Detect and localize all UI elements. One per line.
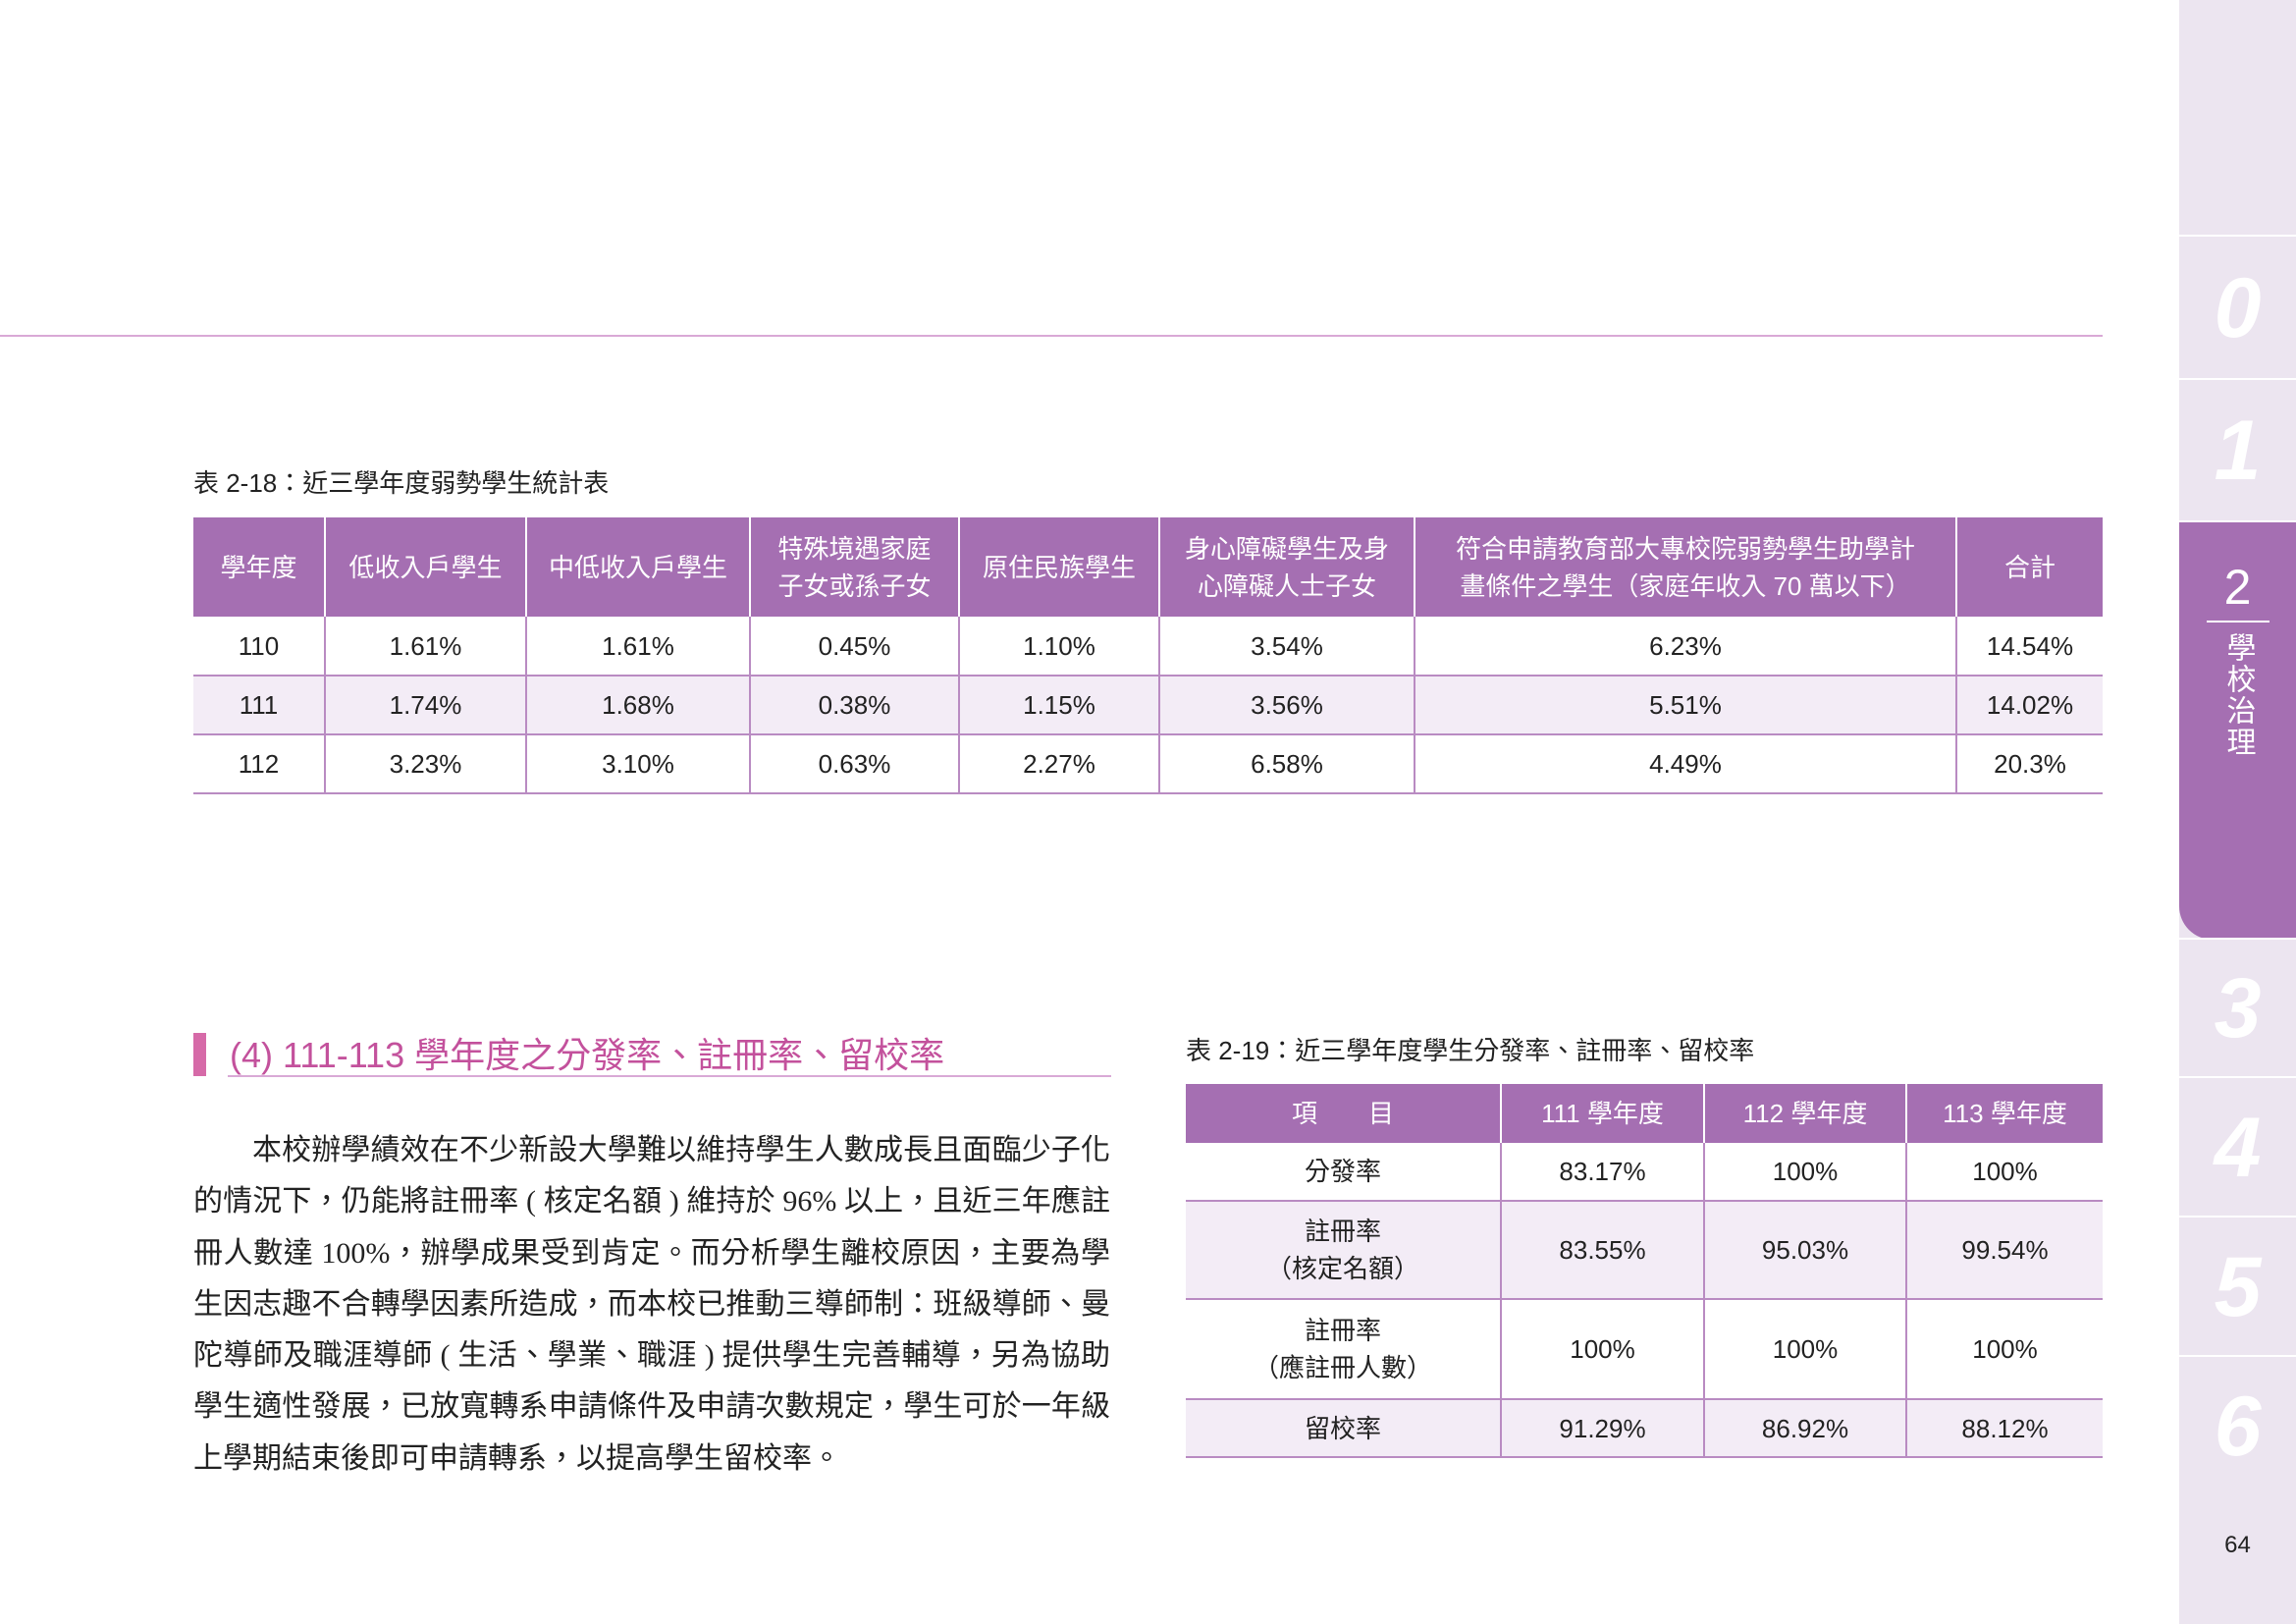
cell: 1.61% — [525, 617, 750, 677]
cell: 99.54% — [1905, 1201, 2103, 1300]
header-cell: 學年度 — [193, 517, 325, 617]
table: 項 目 111 學年度 112 學年度 113 學年度 分發率 83.17% 100% 100… — [1186, 1084, 2103, 1458]
header-cell: 112 學年度 — [1703, 1084, 1906, 1143]
header-cell: 項 目 — [1186, 1084, 1501, 1143]
row: 註冊率 （應註冊人數） 100% 100% 100% — [1186, 1299, 2103, 1400]
header-cell: 合計 — [1955, 517, 2103, 617]
header-cell: 111 學年度 — [1500, 1084, 1704, 1143]
cell: 83.17% — [1500, 1143, 1704, 1202]
section-tab: 4 — [2179, 1076, 2296, 1218]
cell: 0.63% — [749, 734, 959, 794]
header-row: 項 目 111 學年度 112 學年度 113 學年度 — [1186, 1084, 2103, 1143]
header-row: 學年度 低收入戶學生 中低收入戶學生 特殊境遇家庭 子女或孫子女 原住民族學生 身心障礙學… — [193, 517, 2103, 617]
section-tab: 5 — [2179, 1216, 2296, 1357]
cell: 6.58% — [1158, 734, 1415, 794]
row: 註冊率 （核定名額） 83.55% 95.03% 99.54% — [1186, 1201, 2103, 1300]
cell: 註冊率 （核定名額） — [1186, 1201, 1501, 1300]
cell: 1.10% — [958, 617, 1159, 677]
header-cell: 符合申請教育部大專校院弱勢學生助學計 畫條件之學生（家庭年收入 70 萬以下） — [1414, 517, 1956, 617]
cell: 112 — [193, 734, 325, 794]
header-cell: 原住民族學生 — [958, 517, 1159, 617]
cell: 1.15% — [958, 676, 1159, 735]
cell: 100% — [1905, 1299, 2103, 1400]
cell: 100% — [1703, 1299, 1906, 1400]
cell: 3.10% — [525, 734, 750, 794]
cell: 86.92% — [1703, 1399, 1906, 1458]
tab-number: 2 — [2223, 560, 2252, 615]
cell: 0.38% — [749, 676, 959, 735]
row: 留校率 91.29% 86.92% 88.12% — [1186, 1399, 2103, 1458]
tab-number: 6 — [2214, 1379, 2262, 1474]
cell: 5.51% — [1414, 676, 1956, 735]
cell: 14.02% — [1955, 676, 2103, 735]
tab-title: 學校治理 — [2221, 632, 2255, 758]
top-rule — [0, 335, 2103, 337]
tab-number: 3 — [2214, 961, 2262, 1056]
section-tab: 6 — [2179, 1355, 2296, 1496]
cell: 100% — [1500, 1299, 1704, 1400]
row: 110 1.61% 1.61% 0.45% 1.10% 3.54% 6.23% 14.54% — [193, 617, 2103, 677]
header-cell: 特殊境遇家庭 子女或孫子女 — [749, 517, 959, 617]
section-tab: 3 — [2179, 938, 2296, 1078]
row: 分發率 83.17% 100% 100% — [1186, 1143, 2103, 1202]
tab-number: 1 — [2214, 404, 2262, 498]
cell: 95.03% — [1703, 1201, 1906, 1300]
tab-rule — [2206, 621, 2269, 623]
cell: 6.23% — [1414, 617, 1956, 677]
page-number: 64 — [2224, 1532, 2251, 1558]
cell: 1.74% — [324, 676, 526, 735]
header-cell: 中低收入戶學生 — [525, 517, 750, 617]
header-cell: 身心障礙學生及身 心障礙人士子女 — [1158, 517, 1415, 617]
cell: 3.56% — [1158, 676, 1415, 735]
cell: 3.54% — [1158, 617, 1415, 677]
cell: 100% — [1905, 1143, 2103, 1202]
section-tab: 1 — [2179, 378, 2296, 522]
cell: 91.29% — [1500, 1399, 1704, 1458]
section-heading: (4) 111-113 學年度之分發率、註冊率、留校率 — [230, 1035, 945, 1075]
cell: 88.12% — [1905, 1399, 2103, 1458]
tab-number: 4 — [2214, 1100, 2262, 1195]
tab-number: 0 — [2214, 260, 2262, 355]
cell: 100% — [1703, 1143, 1906, 1202]
sidebar: 0 1 2 學校治理 3 4 5 6 — [2179, 0, 2296, 1624]
row: 112 3.23% 3.10% 0.63% 2.27% 6.58% 4.49% 20.3% — [193, 734, 2103, 794]
table: 學年度 低收入戶學生 中低收入戶學生 特殊境遇家庭 子女或孫子女 原住民族學生 身心障礙學… — [193, 517, 2103, 794]
cell: 1.68% — [525, 676, 750, 735]
cell: 20.3% — [1955, 734, 2103, 794]
heading-bar — [193, 1033, 206, 1076]
cell: 留校率 — [1186, 1399, 1501, 1458]
cell: 分發率 — [1186, 1143, 1501, 1202]
header-cell: 113 學年度 — [1905, 1084, 2103, 1143]
cell: 3.23% — [324, 734, 526, 794]
cell: 註冊率 （應註冊人數） — [1186, 1299, 1501, 1400]
cell: 0.45% — [749, 617, 959, 677]
table-caption: 表 2-19：近三學年度學生分發率、註冊率、留校率 — [1186, 1036, 1755, 1065]
row: 111 1.74% 1.68% 0.38% 1.15% 3.56% 5.51% 14.02% — [193, 676, 2103, 735]
tab-number: 5 — [2214, 1239, 2262, 1334]
table-caption: 表 2-18：近三學年度弱勢學生統計表 — [193, 468, 610, 498]
heading-underline — [228, 1075, 1111, 1077]
section-tab: 2 學校治理 — [2179, 520, 2296, 940]
cell: 111 — [193, 676, 325, 735]
cell: 1.61% — [324, 617, 526, 677]
cell: 110 — [193, 617, 325, 677]
section-tab: 0 — [2179, 235, 2296, 380]
paragraph: 本校辦學績效在不少新設大學難以維持學生人數成長且面臨少子化的情況下，仍能將註冊率… — [193, 1134, 1110, 1475]
cell: 4.49% — [1414, 734, 1956, 794]
cell: 14.54% — [1955, 617, 2103, 677]
header-cell: 低收入戶學生 — [324, 517, 526, 617]
cell: 2.27% — [958, 734, 1159, 794]
cell: 83.55% — [1500, 1201, 1704, 1300]
